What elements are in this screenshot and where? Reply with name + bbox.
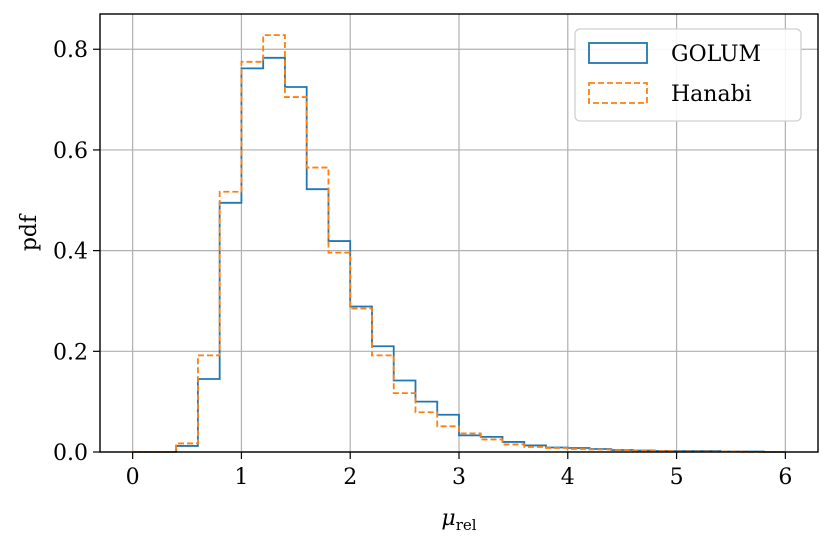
histogram-bin-hanabi xyxy=(198,355,220,452)
y-tick-label: 0.0 xyxy=(53,441,88,466)
legend-box xyxy=(574,28,802,122)
legend-swatch-golum xyxy=(588,42,648,64)
histogram-bin-hanabi xyxy=(415,412,437,452)
histogram-bin-hanabi xyxy=(437,426,459,452)
histogram-bin-hanabi xyxy=(503,444,525,452)
histogram-bin-hanabi xyxy=(394,393,416,452)
y-tick-label: 0.8 xyxy=(53,38,88,63)
y-tick-label: 0.2 xyxy=(53,340,88,365)
labels-layer: 0 1 2 3 4 5 6 0.0 0.2 0.4 0.6 0.8 xyxy=(53,38,792,490)
histogram-bin-hanabi xyxy=(524,447,546,452)
histogram-bin-hanabi xyxy=(307,168,329,452)
legend-label-golum: GOLUM xyxy=(671,42,761,67)
histogram-bin-hanabi xyxy=(459,433,481,452)
series-layer xyxy=(132,34,786,453)
x-tick-label: 0 xyxy=(126,465,140,490)
x-tick-label: 3 xyxy=(452,465,466,490)
x-tick-label: 4 xyxy=(561,465,575,490)
series-hanabi xyxy=(132,34,786,453)
legend: GOLUM Hanabi xyxy=(574,28,802,122)
x-tick-label: 5 xyxy=(670,465,684,490)
legend-swatch-hanabi xyxy=(588,82,648,104)
legend-label-hanabi: Hanabi xyxy=(671,82,752,107)
x-tick-label: 6 xyxy=(778,465,792,490)
histogram-bin-hanabi xyxy=(176,443,198,452)
x-axis-label-base: μ xyxy=(441,506,455,531)
ticks-layer xyxy=(93,48,786,459)
histogram-bin-hanabi xyxy=(372,355,394,452)
histogram-step-line xyxy=(132,34,786,453)
y-tick-label: 0.6 xyxy=(53,139,88,164)
histogram-bin-hanabi xyxy=(481,439,503,452)
x-axis-label: μrel xyxy=(441,506,476,534)
y-tick-label: 0.4 xyxy=(53,240,88,265)
x-axis-label-subscript: rel xyxy=(456,516,477,534)
histogram-bin-hanabi xyxy=(328,253,350,452)
x-tick-label: 1 xyxy=(234,465,248,490)
histogram-bin-hanabi xyxy=(220,192,242,452)
y-axis-label: pdf xyxy=(17,213,42,251)
histogram-bin-hanabi xyxy=(285,97,307,452)
histogram-bin-hanabi xyxy=(241,62,263,452)
x-tick-label: 2 xyxy=(343,465,357,490)
histogram-bin-hanabi xyxy=(350,309,372,452)
histogram-bin-hanabi xyxy=(263,35,285,452)
